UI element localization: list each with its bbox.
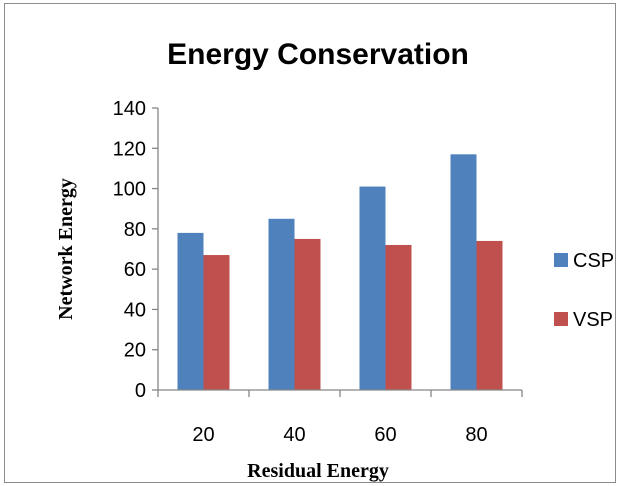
x-axis-title: Residual Energy — [247, 460, 389, 482]
bar-vsp-40 — [294, 238, 321, 390]
bar-vsp-80 — [476, 240, 503, 390]
axis-tick-marks — [152, 107, 523, 397]
y-tick-label: 40 — [124, 299, 146, 321]
bar-vsp-60 — [385, 244, 412, 390]
y-tick-label: 100 — [113, 179, 146, 201]
legend-swatch-vsp — [554, 312, 568, 326]
x-tick-label: 40 — [283, 424, 305, 446]
legend: CSP VSP — [554, 250, 614, 331]
bars — [177, 154, 503, 390]
bar-csp-40 — [268, 218, 295, 390]
y-tick-label: 60 — [124, 259, 146, 281]
y-tick-label: 0 — [135, 380, 146, 402]
legend-swatch-csp — [554, 253, 568, 267]
y-tick-label: 80 — [124, 219, 146, 241]
y-axis-title: Network Energy — [55, 178, 77, 320]
bar-vsp-20 — [203, 255, 230, 390]
x-tick-label: 20 — [192, 424, 214, 446]
y-tick-label: 120 — [113, 138, 146, 160]
y-tick-label: 140 — [113, 98, 146, 120]
bar-csp-80 — [450, 154, 477, 390]
legend-label-vsp: VSP — [573, 309, 613, 331]
bar-csp-60 — [359, 186, 386, 390]
chart-title: Energy Conservation — [167, 38, 469, 71]
y-tick-labels: 0 20 40 60 80 100 120 140 — [113, 98, 146, 402]
y-tick-label: 20 — [124, 340, 146, 362]
x-tick-label: 60 — [374, 424, 396, 446]
bar-csp-20 — [177, 232, 204, 390]
legend-label-csp: CSP — [573, 250, 614, 272]
x-tick-labels: 20 40 60 80 — [192, 424, 487, 446]
x-tick-label: 80 — [465, 424, 487, 446]
